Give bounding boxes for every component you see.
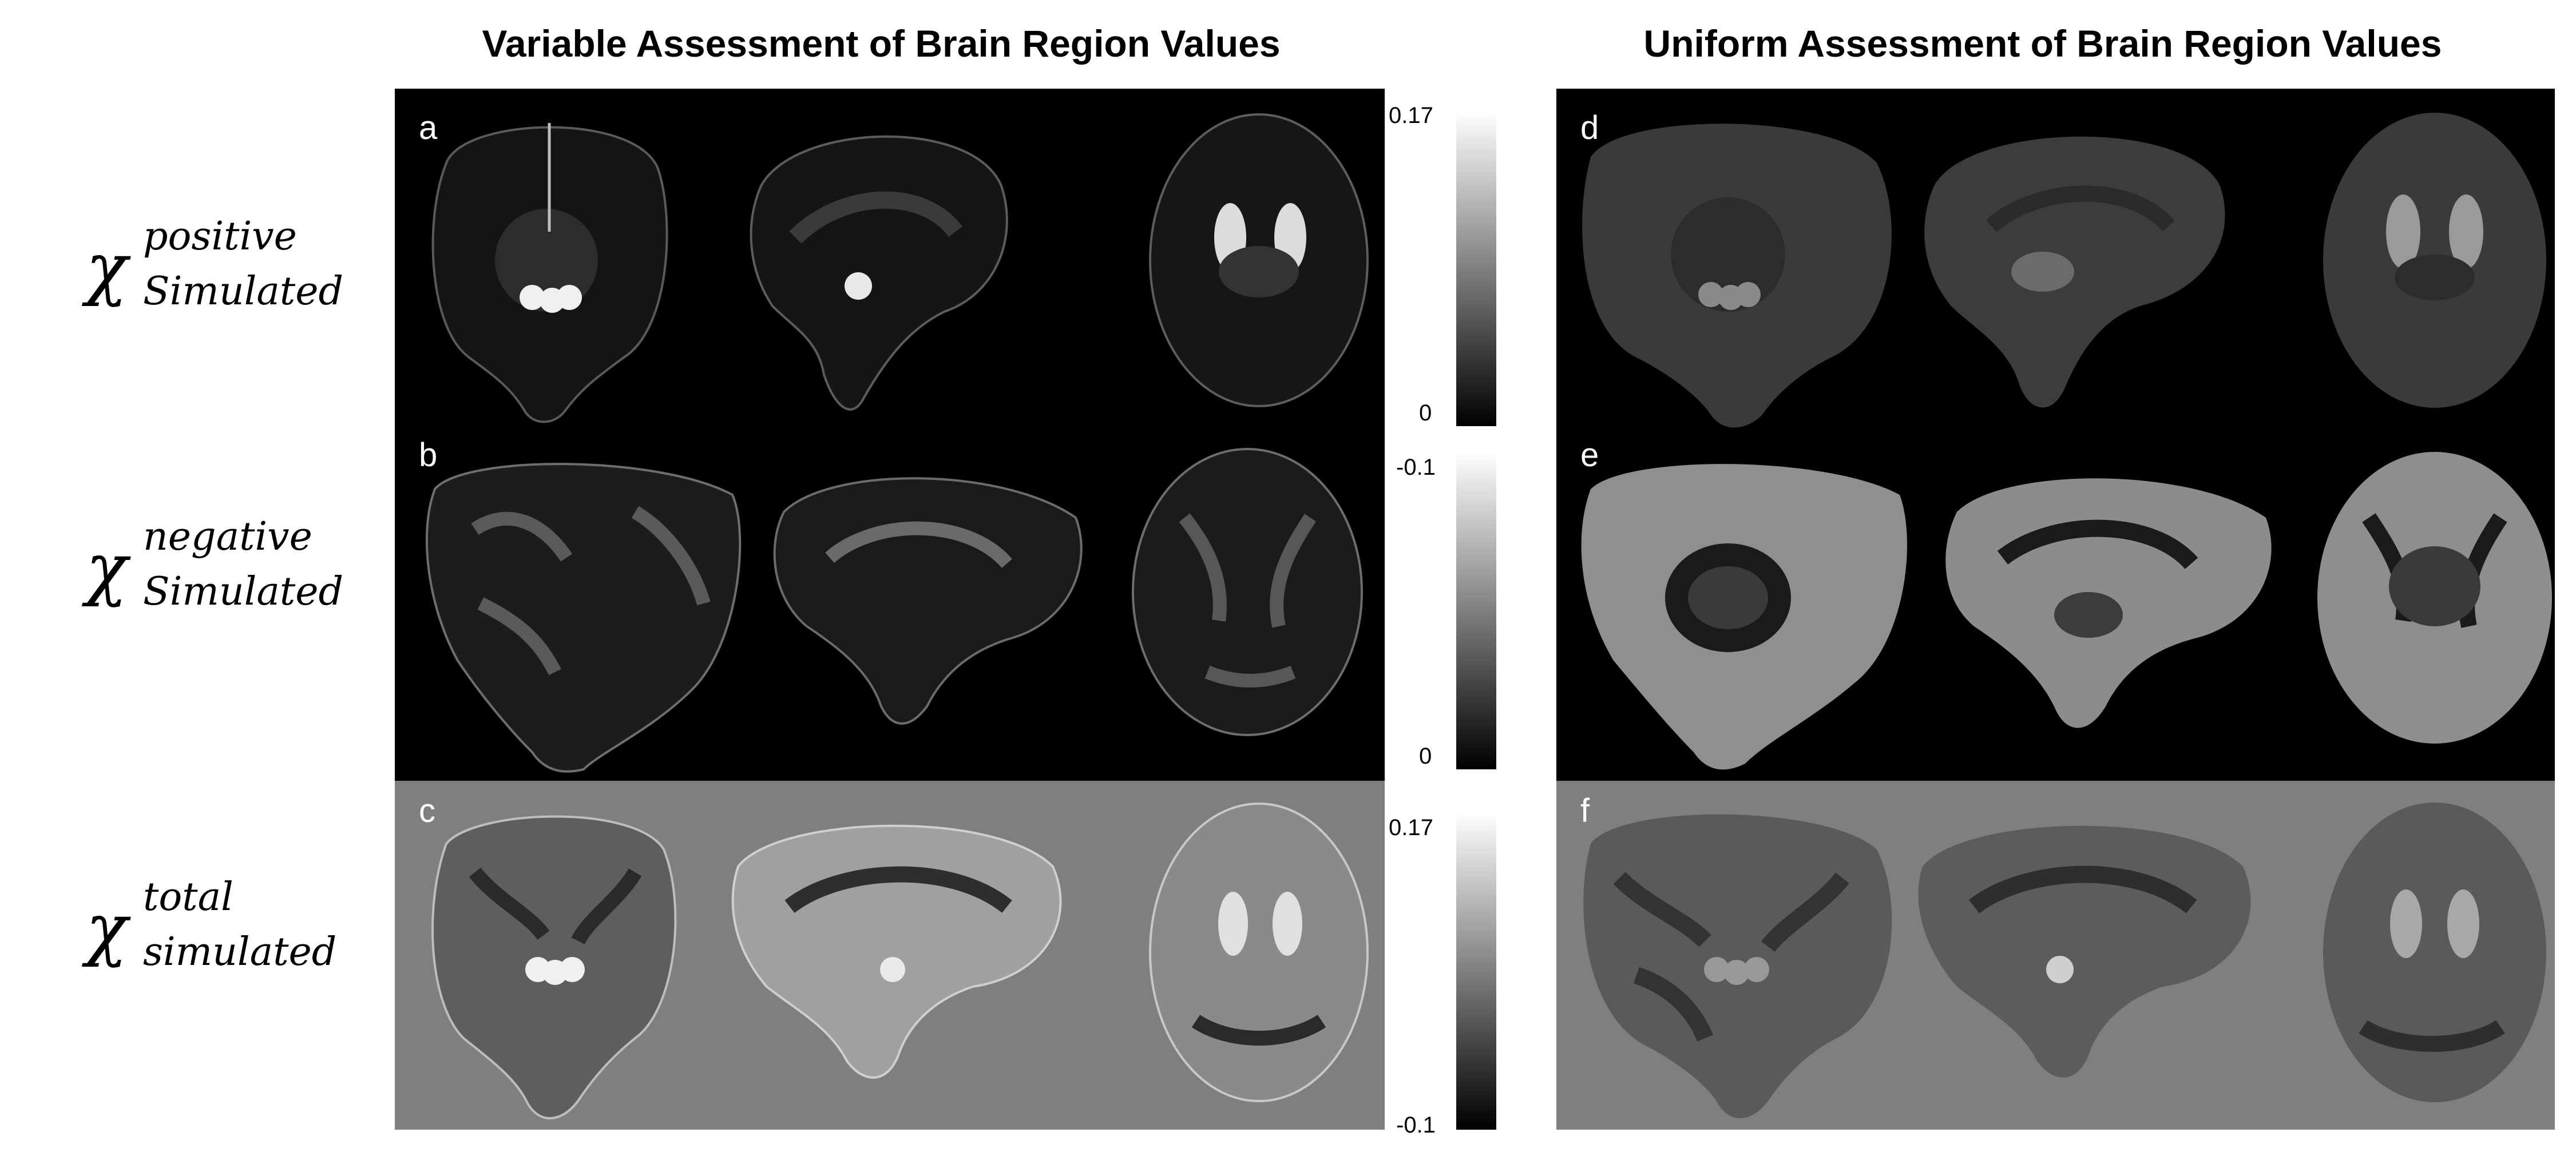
colorbar-c-min: -0.1 [1396, 1113, 1436, 1138]
panel-d: d [1556, 89, 2555, 432]
panel-d-brain-slices [1582, 113, 2546, 428]
panel-f: f [1556, 781, 2555, 1130]
colorbar-b-min: 0 [1419, 744, 1432, 769]
colorbar-b [1456, 452, 1496, 769]
colorbar-a [1456, 112, 1496, 426]
panel-f-brain-slices [1583, 803, 2546, 1118]
colorbar-c-max: 0.17 [1389, 815, 1433, 840]
row-label-subscript: Simulated [143, 269, 343, 314]
panel-e-brain-slices [1581, 452, 2552, 770]
row-label-superscript: negative [143, 514, 312, 559]
panel-a-label: a [419, 109, 438, 146]
panel-d-label: d [1580, 109, 1599, 146]
panel-c-label: c [419, 792, 435, 829]
colorbar-a-max: 0.17 [1389, 103, 1433, 128]
left-figure-title: Variable Assessment of Brain Region Valu… [482, 22, 1281, 65]
panel-c-brain-slices [431, 803, 1369, 1119]
chi-symbol: χ [86, 889, 128, 969]
colorbar-b-max: -0.1 [1396, 455, 1436, 480]
panel-e: e [1556, 432, 2555, 781]
panel-b: b [395, 432, 1385, 781]
panel-f-label: f [1580, 792, 1590, 829]
colorbar-c [1456, 812, 1496, 1130]
panel-b-brain-slices [425, 448, 1363, 773]
row-label-superscript: positive [143, 214, 297, 259]
panel-e-label: e [1580, 436, 1599, 474]
row-label-subscript: simulated [143, 929, 337, 975]
row-label-superscript: total [143, 875, 233, 920]
row-label-subscript: Simulated [143, 569, 343, 614]
panel-a: a [395, 89, 1385, 432]
panel-b-label: b [419, 436, 438, 474]
right-figure-title: Uniform Assessment of Brain Region Value… [1643, 22, 2442, 65]
panel-a-brain-slices [431, 113, 1369, 423]
chi-symbol: χ [86, 529, 128, 609]
chi-symbol: χ [86, 229, 128, 308]
colorbar-a-min: 0 [1419, 400, 1432, 426]
panel-c: c [395, 781, 1385, 1130]
